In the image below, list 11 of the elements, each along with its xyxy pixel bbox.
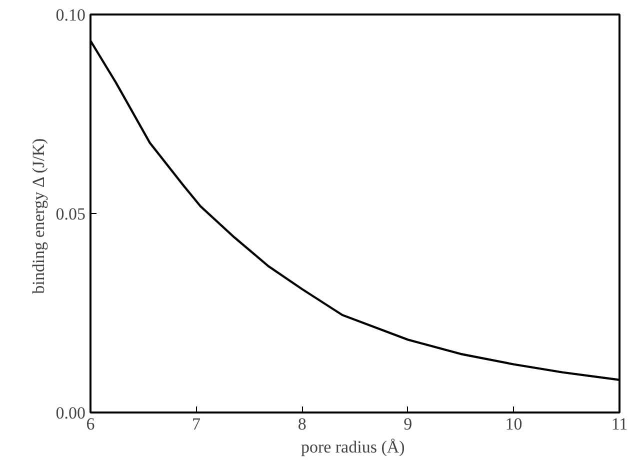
x-tick-label: 6	[86, 414, 95, 434]
y-tick-label: 0.00	[56, 404, 86, 422]
y-axis-title: binding energy Δ (J/K)	[28, 138, 48, 294]
x-tick-label: 7	[192, 414, 202, 434]
x-axis-title: pore radius (Å)	[300, 438, 405, 456]
x-tick-label: 8	[298, 414, 306, 434]
y-tick-label: 0.10	[56, 6, 86, 24]
x-tick-label: 9	[404, 414, 412, 434]
y-tick-label: 0.05	[56, 204, 86, 224]
x-tick-label: 10	[505, 414, 522, 434]
x-tick-label: 11	[611, 414, 628, 434]
